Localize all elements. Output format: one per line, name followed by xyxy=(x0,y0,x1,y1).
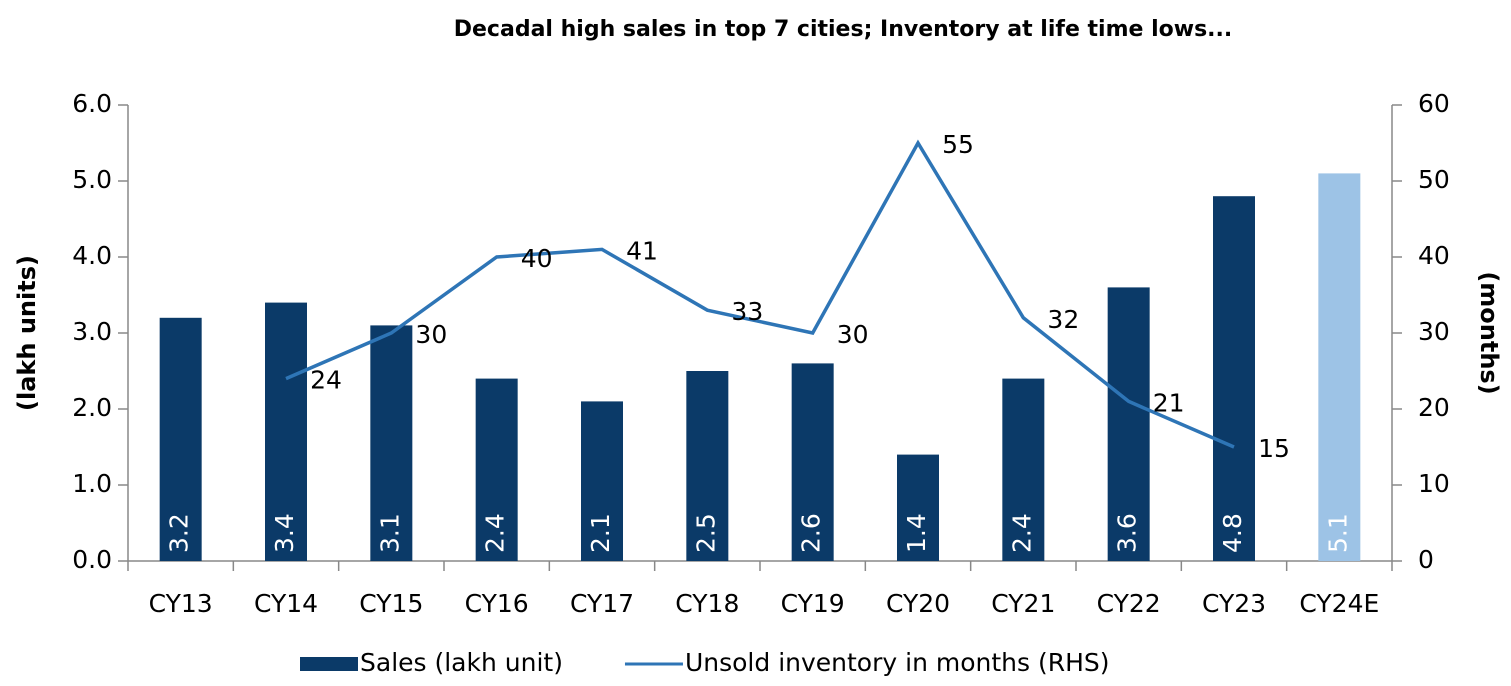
bar xyxy=(581,401,623,561)
bar xyxy=(1107,287,1150,561)
chart-title: Decadal high sales in top 7 cities; Inve… xyxy=(454,17,1233,42)
bar xyxy=(897,454,939,561)
bar xyxy=(370,325,413,561)
y-tick-label: 6.0 xyxy=(72,89,112,118)
bar-value-label: 2.4 xyxy=(1007,513,1036,553)
bar-value-label: 1.4 xyxy=(902,513,931,553)
line xyxy=(285,139,1235,449)
y-tick-label: 2.0 xyxy=(72,393,112,422)
bar-value-label: 2.1 xyxy=(586,513,615,553)
bar xyxy=(791,363,834,561)
line-value-label: 30 xyxy=(415,320,447,349)
bar-value-label: 2.6 xyxy=(797,513,826,553)
bar xyxy=(265,302,307,561)
x-tick-label: CY15 xyxy=(359,589,423,618)
bar-value-label: 2.5 xyxy=(691,513,720,553)
y2-tick-label: 10 xyxy=(1418,469,1450,498)
y2-tick-label: 30 xyxy=(1418,317,1450,346)
bar-value-label: 4.8 xyxy=(1218,513,1247,553)
x-tick-label: CY17 xyxy=(570,589,634,618)
x-tick-label: CY18 xyxy=(675,589,739,618)
bar-value-label: 5.1 xyxy=(1323,513,1352,553)
x-tick-label: CY21 xyxy=(991,589,1055,618)
y-tick-label: 0.0 xyxy=(72,545,112,574)
x-tick-label: CY20 xyxy=(886,589,950,618)
line-value-label: 21 xyxy=(1153,388,1185,417)
y2-tick-label: 50 xyxy=(1418,165,1450,194)
line-value-label: 33 xyxy=(731,297,763,326)
line-value-label: 55 xyxy=(942,130,974,159)
bar xyxy=(159,317,202,561)
x-tick-label: CY14 xyxy=(254,589,318,618)
legend-swatch xyxy=(300,657,358,671)
bar-value-label: 3.4 xyxy=(270,513,299,553)
bar xyxy=(1318,173,1361,561)
bar-value-label: 3.2 xyxy=(165,513,194,553)
x-tick-label: CY24E xyxy=(1299,589,1379,618)
bar xyxy=(475,378,518,561)
x-tick-label: CY16 xyxy=(465,589,529,618)
line-value-label: 32 xyxy=(1047,305,1079,334)
bar xyxy=(686,371,729,561)
y-tick-label: 3.0 xyxy=(72,317,112,346)
line-value-label: 24 xyxy=(310,366,342,395)
y-axis-title: (lakh units) xyxy=(13,255,41,411)
y2-tick-label: 20 xyxy=(1418,393,1450,422)
legend-label: Unsold inventory in months (RHS) xyxy=(685,648,1110,677)
y-tick-label: 1.0 xyxy=(72,469,112,498)
x-tick-label: CY13 xyxy=(149,589,213,618)
x-tick-label: CY23 xyxy=(1202,589,1266,618)
y2-tick-label: 60 xyxy=(1418,89,1450,118)
legend-label: Sales (lakh unit) xyxy=(360,648,563,677)
bar-value-label: 2.4 xyxy=(481,513,510,553)
y2-tick-label: 40 xyxy=(1418,241,1450,270)
line-value-label: 41 xyxy=(626,236,658,265)
line-value-label: 40 xyxy=(521,244,553,273)
bar-value-label: 3.6 xyxy=(1113,513,1142,553)
y-tick-label: 5.0 xyxy=(72,165,112,194)
line-value-label: 15 xyxy=(1258,434,1290,463)
bar xyxy=(1213,196,1255,561)
y-tick-label: 4.0 xyxy=(72,241,112,270)
y2-tick-label: 0 xyxy=(1418,545,1434,574)
y2-axis-title: (months) xyxy=(1475,271,1503,394)
x-tick-label: CY22 xyxy=(1097,589,1161,618)
line-value-label: 30 xyxy=(837,320,869,349)
bar xyxy=(1002,378,1045,561)
x-tick-label: CY19 xyxy=(781,589,845,618)
bar-value-label: 3.1 xyxy=(375,513,404,553)
